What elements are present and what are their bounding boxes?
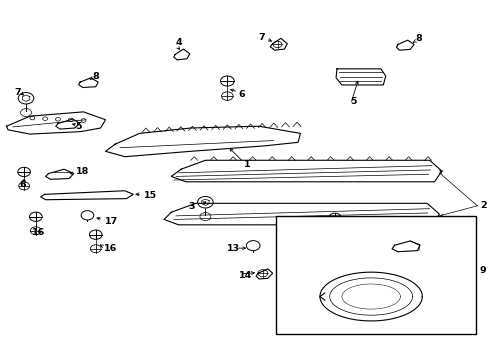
Text: 16: 16 — [104, 244, 117, 253]
Text: 10: 10 — [423, 244, 436, 253]
Text: 8: 8 — [414, 34, 421, 43]
Text: 7: 7 — [258, 33, 264, 42]
Text: 3: 3 — [188, 202, 195, 211]
Text: 2: 2 — [479, 201, 486, 210]
Text: 12: 12 — [370, 307, 384, 316]
Text: 16: 16 — [32, 228, 45, 237]
Text: 7: 7 — [14, 87, 21, 96]
Text: 4: 4 — [175, 38, 182, 47]
Text: 15: 15 — [143, 191, 156, 200]
Text: 5: 5 — [75, 122, 81, 131]
Text: 6: 6 — [238, 90, 244, 99]
Text: 6: 6 — [19, 180, 26, 189]
Text: 9: 9 — [479, 266, 486, 275]
Text: 18: 18 — [76, 167, 89, 176]
Text: 17: 17 — [104, 217, 118, 226]
Bar — [276, 216, 475, 334]
Text: 8: 8 — [92, 72, 99, 81]
Text: 1: 1 — [244, 160, 250, 169]
Text: 14: 14 — [238, 271, 251, 280]
Text: 11: 11 — [340, 218, 353, 227]
Text: 13: 13 — [227, 244, 240, 253]
Text: 5: 5 — [350, 97, 356, 106]
